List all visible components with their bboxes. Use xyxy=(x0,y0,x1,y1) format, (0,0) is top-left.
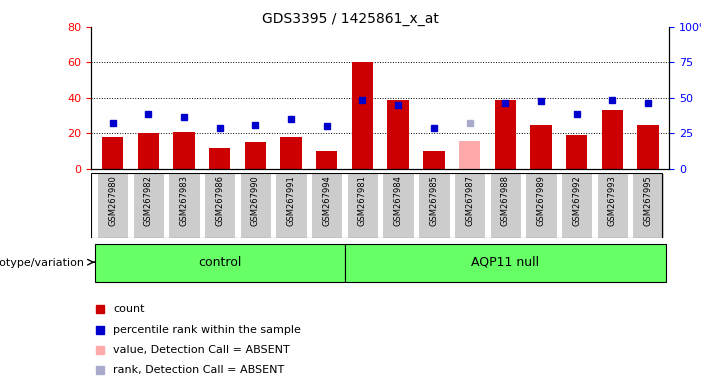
Text: GSM267987: GSM267987 xyxy=(465,175,474,226)
Bar xyxy=(137,134,159,169)
Text: genotype/variation: genotype/variation xyxy=(0,258,84,268)
Bar xyxy=(566,135,587,169)
Bar xyxy=(494,100,516,169)
Text: GSM267980: GSM267980 xyxy=(108,175,117,226)
Bar xyxy=(597,173,628,238)
Text: GSM267984: GSM267984 xyxy=(394,175,402,226)
Text: GSM267988: GSM267988 xyxy=(501,175,510,226)
Text: value, Detection Call = ABSENT: value, Detection Call = ABSENT xyxy=(113,345,290,355)
Bar xyxy=(388,100,409,169)
Text: GSM267983: GSM267983 xyxy=(179,175,189,226)
Bar xyxy=(280,137,301,169)
Bar xyxy=(311,173,343,238)
Bar xyxy=(97,173,128,238)
Bar xyxy=(240,173,271,238)
Text: control: control xyxy=(198,256,241,269)
Bar xyxy=(102,137,123,169)
Text: GSM267989: GSM267989 xyxy=(536,175,545,226)
Bar xyxy=(383,173,414,238)
Bar xyxy=(316,151,337,169)
Text: percentile rank within the sample: percentile rank within the sample xyxy=(113,324,301,334)
Bar xyxy=(525,173,557,238)
Bar xyxy=(275,173,307,238)
Bar xyxy=(561,173,592,238)
Bar xyxy=(209,147,231,169)
Text: GSM267992: GSM267992 xyxy=(572,175,581,225)
Bar xyxy=(95,244,345,282)
Bar xyxy=(132,173,164,238)
Bar xyxy=(530,124,552,169)
Bar xyxy=(204,173,236,238)
Bar xyxy=(173,132,195,169)
Text: GSM267982: GSM267982 xyxy=(144,175,153,226)
Text: GSM267981: GSM267981 xyxy=(358,175,367,226)
Text: GSM267993: GSM267993 xyxy=(608,175,617,226)
Text: GSM267985: GSM267985 xyxy=(429,175,438,226)
Bar xyxy=(418,173,449,238)
Bar xyxy=(347,173,378,238)
Bar xyxy=(423,151,444,169)
Bar xyxy=(345,244,666,282)
Text: GSM267986: GSM267986 xyxy=(215,175,224,226)
Text: rank, Detection Call = ABSENT: rank, Detection Call = ABSENT xyxy=(113,366,285,376)
Bar xyxy=(168,173,200,238)
Bar xyxy=(245,142,266,169)
Text: GSM267995: GSM267995 xyxy=(644,175,653,225)
Text: GSM267991: GSM267991 xyxy=(287,175,296,225)
Bar xyxy=(489,173,521,238)
Bar xyxy=(632,173,664,238)
Text: GDS3395 / 1425861_x_at: GDS3395 / 1425861_x_at xyxy=(262,12,439,25)
Text: AQP11 null: AQP11 null xyxy=(471,256,539,269)
Text: GSM267990: GSM267990 xyxy=(251,175,260,225)
Bar xyxy=(454,173,485,238)
Text: GSM267994: GSM267994 xyxy=(322,175,332,225)
Bar xyxy=(459,141,480,169)
Bar xyxy=(352,62,373,169)
Text: count: count xyxy=(113,304,144,314)
Bar xyxy=(601,110,623,169)
Bar xyxy=(637,124,659,169)
